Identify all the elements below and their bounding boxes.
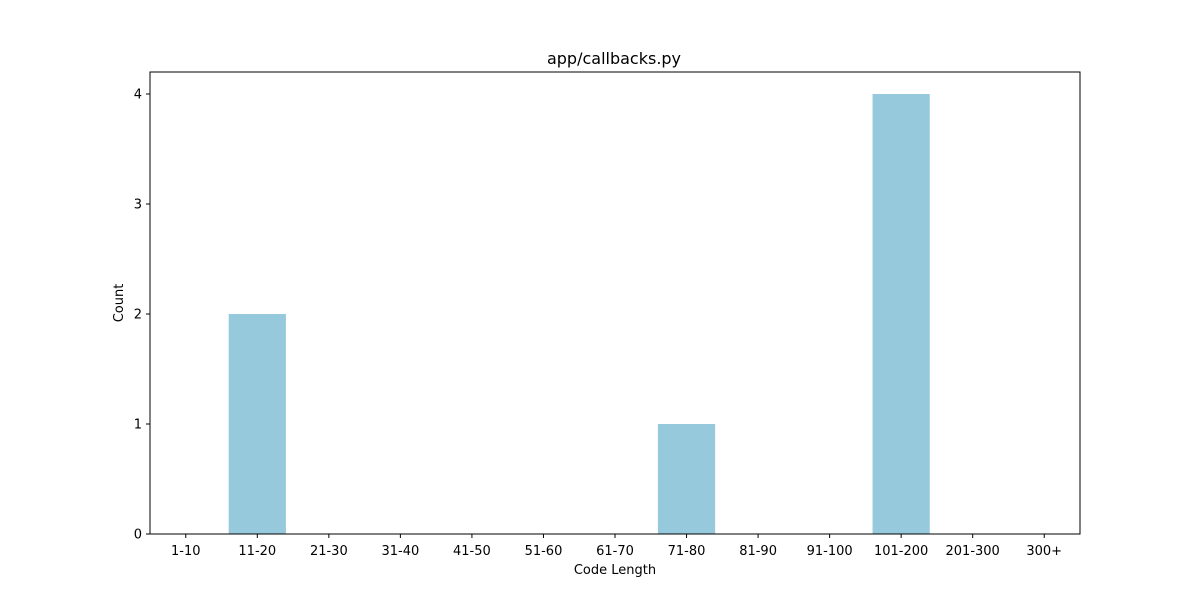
x-tick-label: 101-200 — [874, 544, 928, 559]
x-tick-label: 51-60 — [525, 544, 563, 559]
y-axis-label: Count — [112, 284, 127, 323]
x-tick-label: 41-50 — [453, 544, 491, 559]
bar-71-80 — [657, 424, 716, 534]
x-tick-label: 21-30 — [310, 544, 348, 559]
y-tick-label: 4 — [134, 88, 142, 103]
y-axis-ticks: 0 1 2 3 4 — [134, 88, 150, 543]
chart-title: app/callbacks.py — [547, 49, 681, 68]
bar-series — [228, 94, 930, 534]
y-tick-label: 2 — [134, 308, 142, 323]
x-tick-label: 81-90 — [739, 544, 777, 559]
x-tick-label: 11-20 — [238, 544, 276, 559]
x-tick-label: 71-80 — [668, 544, 706, 559]
bar-11-20 — [228, 314, 286, 534]
x-axis-label: Code Length — [574, 563, 656, 578]
y-tick-label: 3 — [134, 198, 142, 213]
x-tick-label: 91-100 — [807, 544, 853, 559]
x-tick-label: 1-10 — [171, 544, 201, 559]
x-tick-label: 31-40 — [381, 544, 419, 559]
y-tick-label: 1 — [134, 418, 142, 433]
x-tick-label: 201-300 — [946, 544, 1000, 559]
bar-101-200 — [872, 94, 930, 534]
x-tick-label: 300+ — [1026, 544, 1062, 559]
plot-area: 1-10 11-20 21-30 31-40 41-50 51-60 61-70 71-80 8… — [134, 71, 1081, 559]
x-axis-ticks: 1-10 11-20 21-30 31-40 41-50 51-60 61-70 71-80 8… — [171, 534, 1062, 559]
plot-frame — [149, 71, 1081, 535]
x-tick-label: 61-70 — [596, 544, 634, 559]
y-tick-label: 0 — [134, 528, 142, 543]
